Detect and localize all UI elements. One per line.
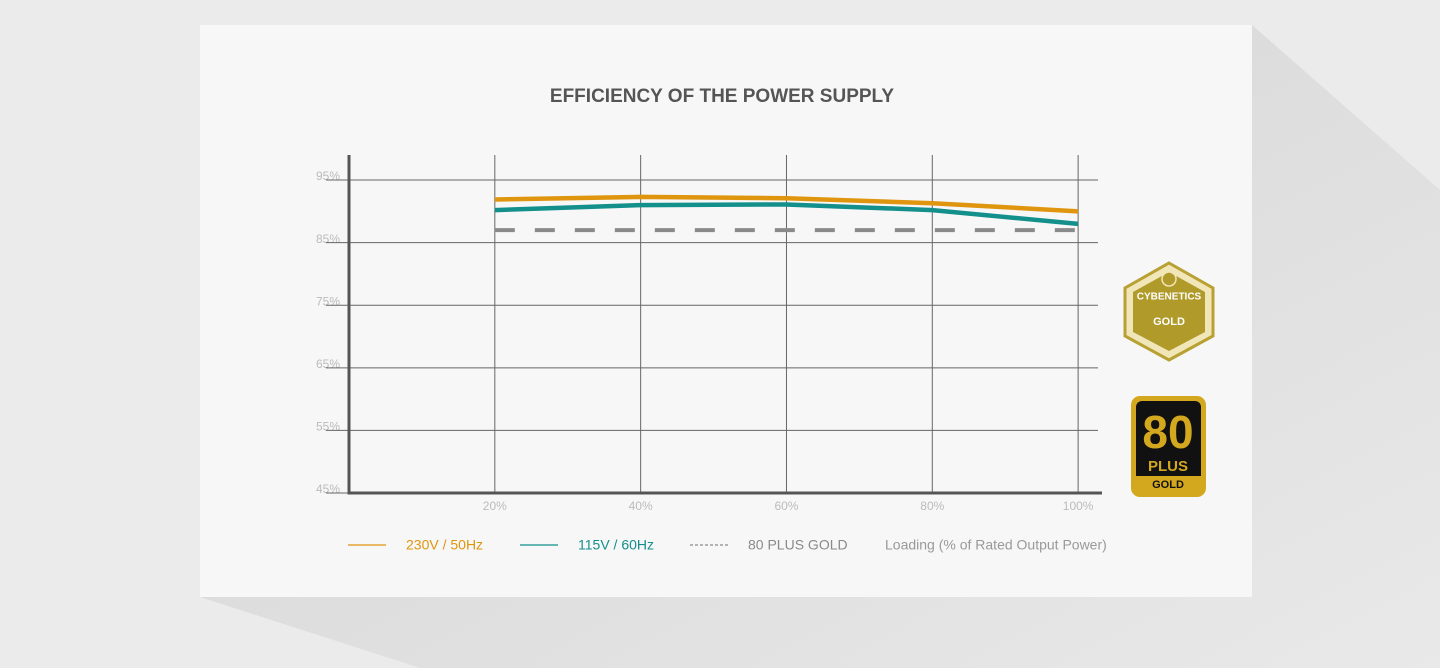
x-tick-label: 80% <box>920 499 944 513</box>
chart-title: EFFICIENCY OF THE POWER SUPPLY <box>550 86 894 107</box>
badge-text: PLUS <box>1148 458 1188 475</box>
x-axis-label: Loading (% of Rated Output Power) <box>885 537 1107 553</box>
series-line <box>494 194 1079 214</box>
y-tick-label: 55% <box>316 420 340 434</box>
card <box>200 25 1252 597</box>
y-tick-label: 65% <box>316 357 340 371</box>
plus80-badge: 80 PLUS GOLD <box>1131 396 1206 497</box>
badge-text: 80 <box>1142 406 1193 458</box>
legend-label: 115V / 60Hz <box>578 537 654 553</box>
y-tick-label: 95% <box>316 169 340 183</box>
badge-text: GOLD <box>1152 479 1184 491</box>
y-tick-label: 85% <box>316 232 340 246</box>
x-tick-label: 100% <box>1063 499 1094 513</box>
cybenetics-badge: CYBENETICS GOLD <box>1123 261 1215 362</box>
badge-shape <box>1133 272 1205 351</box>
y-tick-label: 75% <box>316 294 340 308</box>
x-tick-label: 40% <box>629 499 653 513</box>
badge-text: GOLD <box>1153 316 1185 328</box>
badge-shape <box>1136 476 1201 492</box>
badge-text: CYBENETICS <box>1137 292 1202 303</box>
y-tick-label: 45% <box>316 482 340 496</box>
x-tick-label: 20% <box>483 499 507 513</box>
legend-label: 80 PLUS GOLD <box>748 537 848 553</box>
legend-label: 230V / 50Hz <box>406 537 483 553</box>
series-line <box>494 202 1079 227</box>
badge-shape <box>1136 401 1201 492</box>
x-tick-label: 60% <box>774 499 798 513</box>
badge-icon <box>1161 271 1177 287</box>
